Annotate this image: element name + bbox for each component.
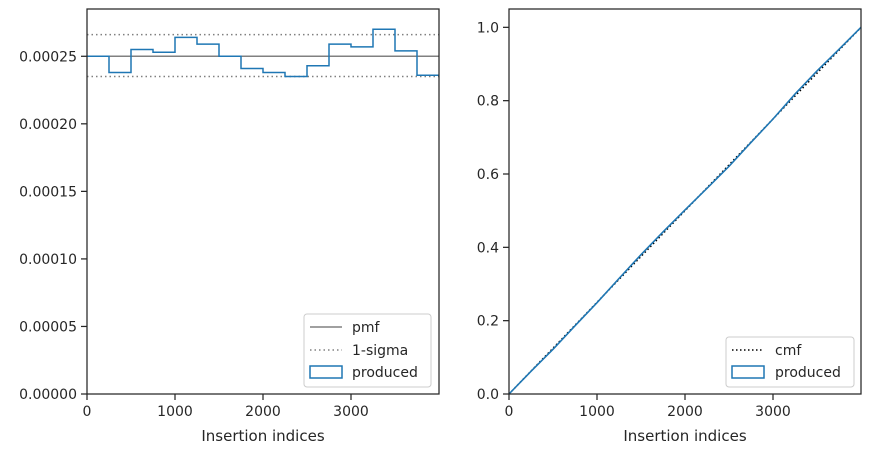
legend-label-1-sigma: 1-sigma [352,343,408,359]
x-tick-label-1-3: 3000 [755,404,791,420]
legend-label-pmf: pmf [352,320,381,336]
series-layer-left [87,28,439,78]
x-tick-label-0-1: 1000 [157,404,193,420]
ticks-layer-right: 0 1000 2000 3000 0.0 0.2 0.4 0.6 0.8 1.0 [477,20,791,420]
legend-label-produced-left: produced [352,365,418,381]
x-tick-label-1-2: 2000 [667,404,703,420]
plot-area-right [509,9,861,394]
x-tick-label-1-1: 1000 [579,404,615,420]
x-tick-label-0-0: 0 [83,404,92,420]
x-axis-label-right: Insertion indices [623,427,746,445]
y-tick-label-0-2: 0.00010 [19,252,77,268]
x-tick-label-0-2: 2000 [245,404,281,420]
ticks-layer-left: 0 1000 2000 3000 0.00000 0.00005 0.00010 0.0001… [19,49,369,420]
chart-left: 0 1000 2000 3000 0.00000 0.00005 0.00010 0.0001… [19,8,440,445]
y-tick-label-0-3: 0.00015 [19,184,77,200]
y-tick-label-0-5: 0.00025 [19,49,77,65]
legend-swatch-produced-left [309,365,343,379]
y-tick-label-0-0: 0.00000 [19,387,77,403]
chart-right: 0 1000 2000 3000 0.0 0.2 0.4 0.6 0.8 1.0 Insertio… [477,8,862,445]
y-tick-label-0-1: 0.00005 [19,319,77,335]
legend-right: cmf produced [725,336,855,388]
y-tick-label-1-4: 0.8 [477,94,499,110]
y-tick-label-1-3: 0.6 [477,167,499,183]
legend-swatch-produced-right [731,365,765,379]
legend-label-cmf: cmf [775,343,802,359]
legend-label-produced-right: produced [775,365,841,381]
y-tick-label-1-1: 0.2 [477,314,499,330]
x-tick-label-1-0: 0 [505,404,514,420]
series-layer-right [508,26,862,395]
x-tick-label-0-3: 3000 [333,404,369,420]
series-produced-1-path [508,26,862,395]
legend-box-left [303,313,432,388]
y-tick-label-0-4: 0.00020 [19,117,77,133]
y-tick-label-1-5: 1.0 [477,20,499,36]
y-tick-label-1-2: 0.4 [477,240,499,256]
y-tick-label-1-0: 0.0 [477,387,499,403]
legend-left: pmf 1-sigma produced [303,313,432,388]
series-produced-0-step-path [87,28,439,78]
x-axis-label-left: Insertion indices [201,427,324,445]
legend-box-right [725,336,855,388]
